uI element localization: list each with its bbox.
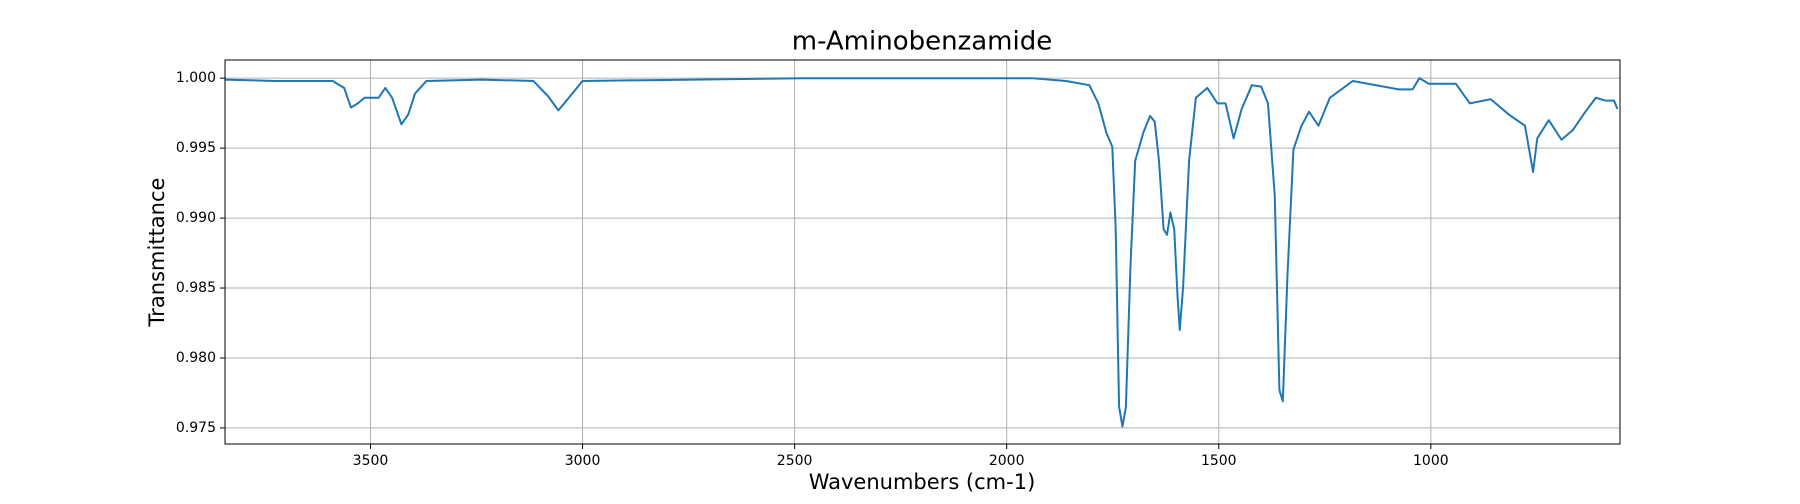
x-tick-label: 2000 — [989, 453, 1025, 469]
spectrum-line — [224, 77, 1619, 428]
y-tick-label: 0.985 — [176, 280, 216, 296]
y-axis-label: Transmittance — [145, 178, 169, 328]
y-tick-label: 0.995 — [176, 140, 216, 156]
y-tick-label: 1.000 — [176, 70, 216, 86]
y-tick-label: 0.990 — [176, 210, 216, 226]
x-tick-label: 2500 — [777, 453, 813, 469]
chart-title: m-Aminobenzamide — [792, 27, 1052, 57]
y-tick-label: 0.975 — [176, 420, 216, 436]
x-tick-label: 3000 — [565, 453, 601, 469]
x-tick-label: 3500 — [353, 453, 389, 469]
y-tick-label: 0.980 — [176, 350, 216, 366]
plot-frame — [224, 59, 1621, 445]
x-tick-label: 1500 — [1201, 453, 1237, 469]
x-tick-label: 1000 — [1413, 453, 1449, 469]
x-axis-label: Wavenumbers (cm-1) — [809, 470, 1036, 494]
